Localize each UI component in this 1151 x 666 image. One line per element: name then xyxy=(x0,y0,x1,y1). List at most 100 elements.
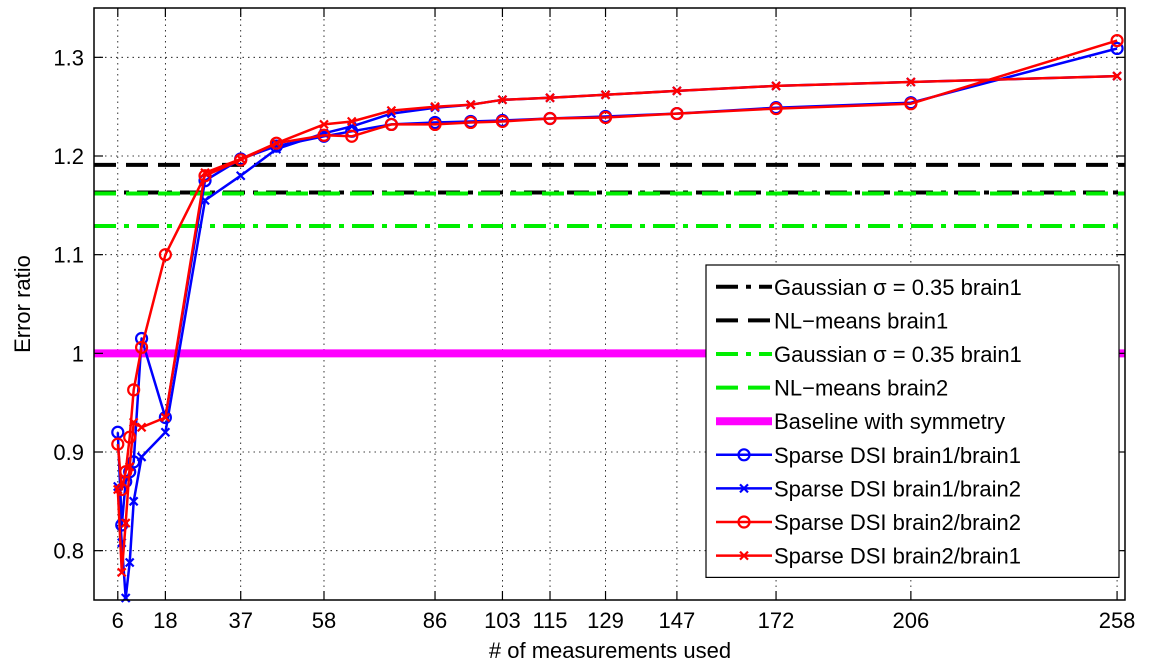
data-point xyxy=(124,462,135,472)
legend-label: Sparse DSI brain1/brain2 xyxy=(774,476,1021,501)
x-tick-label: 18 xyxy=(153,608,177,633)
data-point xyxy=(269,136,284,150)
marker-stroke xyxy=(906,77,916,87)
y-tick-label: 0.8 xyxy=(53,539,84,564)
data-point xyxy=(495,114,510,129)
data-point xyxy=(906,77,916,87)
data-point xyxy=(670,106,684,121)
data-point xyxy=(464,115,478,130)
data-point xyxy=(769,102,783,116)
data-point xyxy=(235,170,246,181)
data-point xyxy=(198,169,212,183)
data-point xyxy=(120,518,131,528)
data-point xyxy=(737,515,751,529)
data-point xyxy=(124,557,135,568)
marker-stroke xyxy=(465,99,476,110)
y-tick-label: 1.3 xyxy=(53,45,84,70)
data-series xyxy=(111,33,1124,603)
marker-stroke xyxy=(124,557,135,568)
legend-label: NL−means brain2 xyxy=(774,376,948,401)
data-point xyxy=(128,496,139,507)
data-point xyxy=(200,195,210,206)
data-point xyxy=(384,117,399,132)
data-point xyxy=(271,138,282,148)
data-point xyxy=(1110,33,1124,48)
data-point xyxy=(319,119,329,130)
data-point xyxy=(904,97,918,111)
marker-stroke xyxy=(430,101,440,112)
marker-stroke xyxy=(136,422,147,433)
marker-stroke xyxy=(346,116,357,127)
marker-stroke xyxy=(136,452,147,462)
data-point xyxy=(1110,41,1124,56)
legend-item: NL−means brain1 xyxy=(716,308,948,333)
x-tick-label: 86 xyxy=(423,608,447,633)
marker-stroke xyxy=(739,550,749,561)
y-tick-label: 1.2 xyxy=(53,144,84,169)
legend-label: Baseline with symmetry xyxy=(774,409,1005,434)
legend-item: Sparse DSI brain1/brain1 xyxy=(716,443,1021,468)
data-point xyxy=(160,412,171,423)
legend-label: Gaussian σ = 0.35 brain1 xyxy=(774,342,1022,367)
marker-stroke xyxy=(545,93,555,103)
series-line xyxy=(116,74,1118,574)
legend-item: Baseline with symmetry xyxy=(716,409,1005,434)
data-point xyxy=(127,383,141,397)
data-point xyxy=(235,154,246,164)
x-tick-label: 58 xyxy=(312,608,336,633)
plot-frame xyxy=(93,7,1126,601)
data-point xyxy=(346,116,357,127)
marker-stroke xyxy=(120,518,131,528)
data-point xyxy=(158,248,172,262)
data-point xyxy=(1112,71,1122,81)
marker-stroke xyxy=(386,105,397,116)
data-point xyxy=(497,94,508,105)
marker-stroke xyxy=(116,567,127,578)
marker-stroke xyxy=(113,484,123,495)
legend-item: NL−means brain2 xyxy=(716,376,948,401)
marker-stroke xyxy=(600,90,611,100)
series-group xyxy=(113,71,1122,578)
x-tick-label: 115 xyxy=(532,608,567,633)
x-axis-title: # of measurements used xyxy=(489,638,731,663)
legend-item: Sparse DSI brain2/brain1 xyxy=(716,544,1021,569)
x-tick-label: 258 xyxy=(1099,608,1136,633)
x-tick-label: 129 xyxy=(587,608,624,633)
legend-label: Sparse DSI brain2/brain2 xyxy=(774,510,1021,535)
data-point xyxy=(737,448,751,462)
data-point xyxy=(128,417,139,428)
marker-stroke xyxy=(200,195,210,206)
legend-item: Sparse DSI brain2/brain2 xyxy=(716,510,1021,535)
data-point xyxy=(545,93,555,103)
legend-item: Sparse DSI brain1/brain2 xyxy=(716,476,1021,501)
axis-ticks: 6 18 37 58 86 103 115 129 147 172 206 258 0.8 0.9 1 1.1… xyxy=(53,8,1135,633)
x-tick-label: 6 xyxy=(112,608,124,633)
legend-label: Sparse DSI brain2/brain1 xyxy=(774,544,1021,569)
data-point xyxy=(136,422,147,433)
data-point xyxy=(134,340,149,355)
data-point xyxy=(739,550,749,561)
data-point xyxy=(123,430,137,444)
data-point xyxy=(200,167,210,178)
x-tick-label: 206 xyxy=(893,608,930,633)
marker-stroke xyxy=(271,138,282,148)
data-point xyxy=(771,81,781,91)
y-tick-label: 0.9 xyxy=(53,440,84,465)
marker-stroke xyxy=(124,462,135,472)
data-point xyxy=(127,455,141,469)
marker-stroke xyxy=(160,427,171,438)
marker-stroke xyxy=(235,170,246,181)
data-point xyxy=(739,483,749,494)
x-tick-label: 172 xyxy=(758,608,795,633)
legend-label: NL−means brain1 xyxy=(774,308,948,333)
y-tick-label: 1 xyxy=(72,341,84,366)
data-point xyxy=(428,117,442,132)
data-point xyxy=(119,465,133,479)
legend-item: Gaussian σ = 0.35 brain1 xyxy=(716,275,1022,300)
marker-stroke xyxy=(128,496,139,507)
data-point xyxy=(116,567,127,578)
marker-stroke xyxy=(160,412,171,423)
marker-stroke xyxy=(497,94,508,105)
data-point xyxy=(113,484,123,495)
